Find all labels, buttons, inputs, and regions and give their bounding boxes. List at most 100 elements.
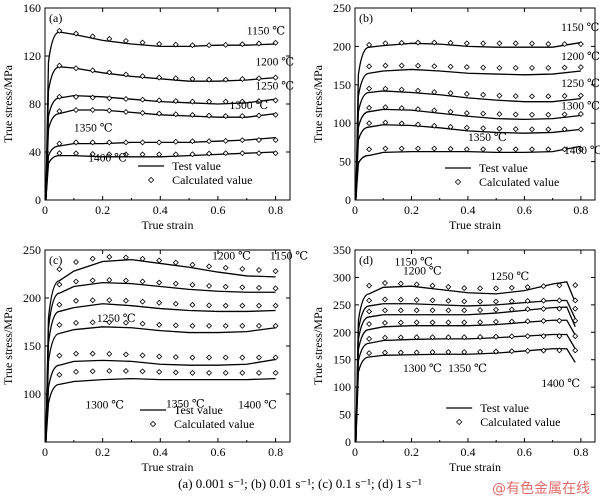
calculated-marker bbox=[272, 302, 279, 309]
x-tick-label: 0 bbox=[352, 203, 358, 217]
panel-label: (c) bbox=[49, 253, 62, 267]
calculated-marker bbox=[122, 71, 129, 78]
calculated-marker bbox=[239, 369, 246, 376]
calculated-marker bbox=[496, 92, 503, 99]
calculated-marker bbox=[106, 367, 113, 374]
test-curve bbox=[45, 258, 276, 443]
x-tick-label: 0.4 bbox=[153, 203, 168, 217]
calculated-marker bbox=[73, 139, 80, 146]
calculated-marker bbox=[56, 281, 63, 288]
calculated-marker bbox=[382, 104, 389, 111]
calculated-marker bbox=[508, 333, 515, 340]
legend-calc-label: Calculated value bbox=[174, 417, 254, 431]
calculated-marker bbox=[89, 255, 96, 262]
calculated-marker bbox=[206, 112, 213, 119]
x-axis-label: True strain bbox=[449, 218, 501, 232]
calculated-marker bbox=[156, 299, 163, 306]
calculated-marker bbox=[415, 145, 421, 152]
calculated-marker bbox=[429, 349, 436, 356]
calculated-marker bbox=[447, 90, 454, 97]
calculated-marker bbox=[366, 41, 373, 48]
plot-frame bbox=[44, 249, 291, 443]
calculated-marker bbox=[397, 334, 404, 341]
calculated-marker bbox=[255, 369, 262, 376]
calculated-marker bbox=[73, 150, 80, 157]
test-curve bbox=[45, 358, 276, 443]
calculated-marker bbox=[512, 93, 519, 100]
calculated-marker bbox=[431, 89, 438, 96]
calculated-marker bbox=[366, 308, 373, 315]
calculated-marker bbox=[415, 106, 421, 113]
calculated-marker bbox=[139, 139, 146, 146]
y-tick-label: 350 bbox=[333, 243, 351, 257]
calculated-marker bbox=[172, 138, 179, 145]
calculated-marker bbox=[572, 305, 579, 312]
calculated-marker bbox=[56, 301, 63, 308]
test-curve bbox=[45, 109, 276, 201]
calculated-marker bbox=[382, 85, 389, 92]
calculated-marker bbox=[561, 146, 568, 153]
series-3: 1300 ℃ bbox=[355, 100, 600, 201]
calculated-marker bbox=[272, 97, 279, 104]
calculated-marker bbox=[122, 96, 129, 102]
calculated-marker bbox=[382, 307, 388, 314]
calculated-marker bbox=[122, 367, 129, 374]
series-4: 1350 ℃ bbox=[355, 333, 579, 443]
calculated-marker bbox=[572, 317, 579, 324]
legend-marker-sample bbox=[147, 176, 155, 184]
calculated-marker bbox=[382, 145, 389, 152]
calculated-marker bbox=[445, 349, 452, 355]
y-tick-label: 40 bbox=[29, 145, 41, 159]
legend-calc-label: Calculated value bbox=[480, 415, 560, 429]
x-tick-label: 0 bbox=[352, 445, 358, 459]
calculated-marker bbox=[463, 90, 470, 97]
calculated-marker bbox=[255, 150, 262, 157]
calculated-marker bbox=[524, 333, 531, 340]
calculated-marker bbox=[431, 39, 438, 46]
calculated-marker bbox=[206, 263, 213, 270]
calculated-marker bbox=[156, 353, 163, 360]
calculated-marker bbox=[139, 73, 146, 80]
calculated-marker bbox=[366, 282, 373, 289]
calculated-marker bbox=[463, 64, 470, 71]
calculated-marker bbox=[382, 349, 388, 356]
series-label: 1400 ℃ bbox=[541, 378, 580, 390]
calculated-marker bbox=[73, 107, 80, 113]
calculated-marker bbox=[73, 30, 80, 37]
calculated-marker bbox=[172, 300, 179, 307]
calculated-marker bbox=[122, 351, 129, 358]
calculated-marker bbox=[508, 348, 515, 355]
calculated-marker bbox=[189, 322, 196, 329]
test-curve bbox=[355, 145, 582, 201]
calculated-marker bbox=[572, 282, 579, 289]
calculated-marker bbox=[255, 75, 262, 82]
calculated-marker bbox=[398, 86, 405, 93]
calculated-marker bbox=[156, 321, 163, 328]
calculated-marker bbox=[429, 319, 436, 326]
x-tick-label: 0.6 bbox=[517, 203, 532, 217]
series-label: 1300 ℃ bbox=[229, 100, 268, 112]
calculated-marker bbox=[56, 371, 63, 378]
test-curve bbox=[355, 299, 576, 443]
calculated-marker bbox=[413, 297, 420, 303]
calculated-marker bbox=[447, 123, 454, 130]
x-axis-label: True strain bbox=[142, 460, 194, 472]
calculated-marker bbox=[556, 333, 563, 340]
calculated-marker bbox=[206, 98, 213, 105]
series-2: 1250 ℃ bbox=[355, 78, 600, 201]
calculated-marker bbox=[477, 334, 484, 340]
calculated-marker bbox=[577, 92, 584, 99]
figure-caption: (a) 0.001 s⁻¹; (b) 0.01 s⁻¹; (c) 0.1 s⁻¹… bbox=[178, 476, 422, 491]
series-label: 1400 ℃ bbox=[88, 153, 127, 165]
calculated-marker bbox=[382, 280, 388, 286]
calculated-marker bbox=[577, 146, 584, 153]
calculated-marker bbox=[397, 319, 404, 326]
calculated-marker bbox=[206, 42, 213, 49]
calculated-marker bbox=[73, 259, 80, 266]
panel-label: (a) bbox=[49, 11, 62, 25]
calculated-marker bbox=[445, 297, 452, 304]
legend-test-label: Test value bbox=[174, 403, 223, 417]
calculated-marker bbox=[106, 151, 113, 158]
